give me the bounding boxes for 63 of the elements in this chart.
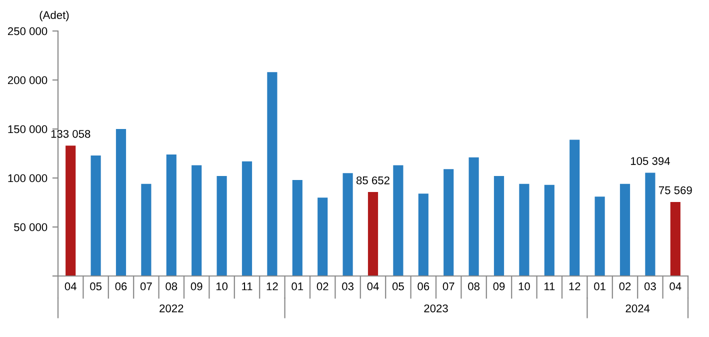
bar <box>468 157 479 276</box>
x-tick-label: 01 <box>292 282 304 290</box>
x-tick-label: 12 <box>569 282 580 290</box>
bar <box>292 180 302 276</box>
data-label: 133 058 <box>51 130 90 138</box>
bar <box>418 194 428 276</box>
x-tick-label: 02 <box>316 282 328 290</box>
x-tick-label: 04 <box>367 282 379 290</box>
bar <box>216 176 227 276</box>
bar <box>90 155 101 276</box>
x-tick-label: 11 <box>544 282 555 290</box>
bar <box>66 146 76 276</box>
text: 2024 <box>626 304 650 312</box>
y-axis-title: (Adet) <box>40 10 69 22</box>
x-tick-label: 05 <box>392 282 404 290</box>
y-tick-label: 50 000 <box>14 223 48 232</box>
y-tick-label: 200 000 <box>8 76 48 84</box>
x-tick-label: 03 <box>342 282 354 290</box>
y-tick-label: 100 000 <box>8 174 48 182</box>
text: 2023 <box>424 304 448 312</box>
bar <box>494 176 504 276</box>
x-tick-label: 09 <box>190 282 202 290</box>
x-tick-label: 02 <box>619 282 631 290</box>
bar <box>645 172 656 276</box>
x-tick-label: 04 <box>64 282 76 290</box>
data-label: 105 394 <box>630 157 670 165</box>
bar <box>594 196 605 276</box>
data-label: 85 652 <box>356 176 390 184</box>
bar <box>166 154 176 276</box>
bar <box>192 165 202 276</box>
data-label: 75 569 <box>658 186 692 194</box>
y-tick-label: 250 000 <box>8 27 48 36</box>
y-tick-label: 150 000 <box>8 125 48 134</box>
x-tick-label: 12 <box>266 282 278 290</box>
bar <box>368 192 378 276</box>
x-tick-label: 11 <box>242 282 252 290</box>
bar <box>393 165 404 276</box>
bar <box>242 161 252 276</box>
x-tick-label: 07 <box>140 282 152 290</box>
bar <box>342 173 353 276</box>
bar <box>141 184 152 276</box>
bar <box>544 184 554 276</box>
x-tick-label: 06 <box>418 282 430 290</box>
x-tick-label: 06 <box>115 282 127 290</box>
x-tick-label: 10 <box>216 282 228 290</box>
bar <box>570 140 580 276</box>
x-tick-label: 08 <box>166 282 178 290</box>
x-tick-label: 03 <box>644 282 656 290</box>
bar <box>620 184 630 276</box>
bar <box>267 72 278 276</box>
bar <box>444 169 454 276</box>
x-tick-label: 04 <box>670 282 682 290</box>
bar <box>519 184 530 276</box>
x-tick-label: 10 <box>518 282 530 290</box>
x-tick-label: 08 <box>468 282 480 290</box>
bar <box>116 129 126 276</box>
x-tick-label: 09 <box>493 282 505 290</box>
x-tick-label: 05 <box>90 282 102 290</box>
x-tick-label: 07 <box>442 282 454 290</box>
x-tick-label: 01 <box>594 282 606 290</box>
text: 2022 <box>160 304 184 312</box>
bar <box>318 198 328 276</box>
bar <box>670 202 680 276</box>
